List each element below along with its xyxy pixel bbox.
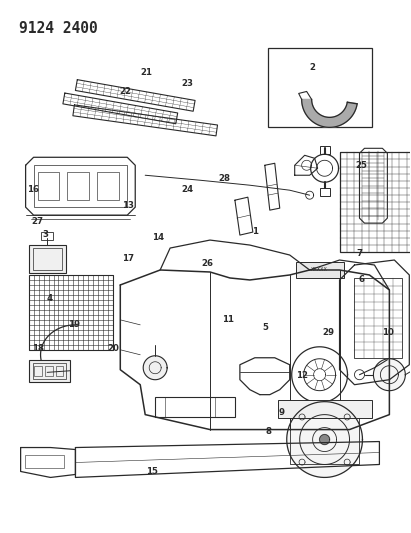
Text: 14: 14 (152, 233, 164, 242)
Text: 6: 6 (358, 275, 364, 284)
Text: 17: 17 (122, 254, 134, 263)
Text: 7: 7 (356, 249, 362, 258)
Text: 20: 20 (107, 344, 119, 353)
Text: 1: 1 (252, 228, 258, 237)
Bar (34, 366, 42, 376)
Bar (34, 165, 127, 207)
Polygon shape (143, 356, 167, 379)
Bar (29, 275, 113, 350)
Bar (67, 172, 90, 200)
Bar (41, 232, 53, 240)
Bar (320, 188, 330, 196)
Bar (268, 47, 372, 127)
Bar (32, 248, 62, 270)
Bar (296, 262, 344, 278)
Bar (155, 397, 235, 417)
Bar (97, 172, 119, 200)
Text: 16: 16 (28, 185, 39, 194)
Bar (355, 278, 402, 358)
Text: 28: 28 (218, 174, 230, 183)
Text: 10: 10 (382, 328, 394, 337)
Text: 23: 23 (181, 78, 193, 87)
Text: 19: 19 (68, 320, 81, 329)
Polygon shape (287, 402, 363, 478)
Bar (55, 366, 63, 376)
Text: 25: 25 (355, 161, 367, 170)
Bar (29, 245, 67, 273)
Text: 13: 13 (122, 201, 134, 210)
Text: XXXXX: XXXXX (311, 268, 328, 272)
Text: 27: 27 (32, 217, 44, 226)
Polygon shape (320, 434, 330, 445)
Bar (37, 172, 60, 200)
Bar (25, 455, 65, 469)
Text: 11: 11 (222, 315, 234, 324)
Text: 24: 24 (181, 185, 193, 194)
Text: 21: 21 (140, 68, 152, 77)
Text: 8: 8 (266, 427, 272, 436)
Text: 4: 4 (47, 294, 53, 303)
Text: 29: 29 (322, 328, 335, 337)
Text: 2: 2 (309, 63, 315, 71)
Bar (32, 363, 67, 379)
Bar (44, 366, 53, 376)
Text: 22: 22 (120, 86, 132, 95)
Bar (339, 152, 411, 252)
Text: 9124 2400: 9124 2400 (18, 21, 97, 36)
Text: 5: 5 (262, 323, 268, 332)
Bar (278, 400, 372, 417)
Text: 15: 15 (146, 467, 158, 475)
Bar (29, 360, 70, 382)
Text: 9: 9 (278, 408, 284, 417)
Polygon shape (302, 100, 357, 127)
Text: 26: 26 (201, 260, 214, 268)
Text: 12: 12 (296, 371, 308, 380)
Polygon shape (374, 359, 405, 391)
Text: 18: 18 (32, 344, 44, 353)
Bar (320, 147, 330, 154)
Text: 3: 3 (43, 230, 49, 239)
